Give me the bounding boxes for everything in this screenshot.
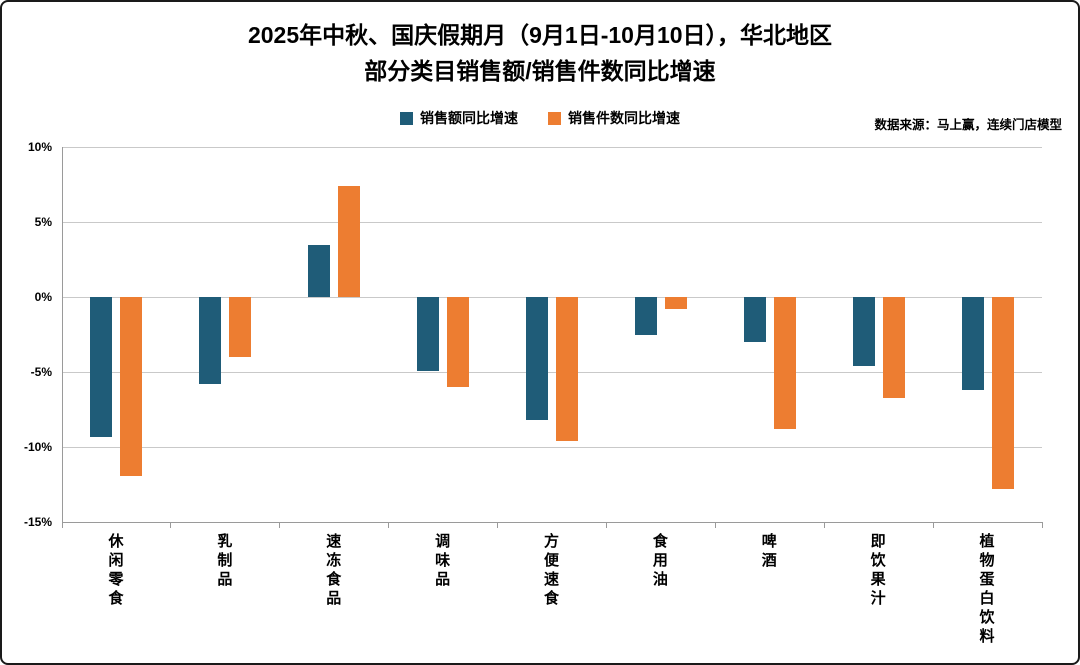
legend-swatch-sales-amount-icon bbox=[400, 111, 413, 125]
category-label-6: 啤酒 bbox=[759, 533, 777, 571]
bar-sales-amount-1 bbox=[199, 297, 222, 384]
data-source-note: 数据来源：马上赢，连续门店模型 bbox=[874, 118, 1062, 132]
category-label-8: 植物蛋白饮料 bbox=[977, 533, 995, 647]
x-axis-tick bbox=[61, 522, 63, 528]
bar-sales-count-8 bbox=[991, 297, 1014, 489]
x-axis-tick bbox=[932, 522, 934, 528]
y-axis-tick-label: -10% bbox=[23, 440, 52, 454]
bar-sales-amount-7 bbox=[852, 297, 875, 366]
category-label-0: 休闲零食 bbox=[106, 533, 124, 609]
bar-sales-count-3 bbox=[447, 297, 470, 387]
y-axis-tick-label: 10% bbox=[27, 140, 52, 154]
bar-sales-count-0 bbox=[120, 297, 143, 476]
legend-label-sales-count: 销售件数同比增速 bbox=[568, 110, 680, 126]
bar-sales-count-7 bbox=[882, 297, 905, 398]
y-axis-tick-label: -5% bbox=[30, 365, 52, 379]
bar-sales-count-1 bbox=[229, 297, 252, 357]
bar-sales-count-2 bbox=[338, 186, 361, 297]
y-axis-tick-label: -15% bbox=[23, 515, 52, 529]
legend-item-sales-count: 销售件数同比增速 bbox=[548, 108, 680, 128]
bar-sales-amount-2 bbox=[308, 244, 331, 297]
bar-sales-count-5 bbox=[664, 297, 687, 309]
bar-sales-amount-4 bbox=[526, 297, 548, 420]
gridline bbox=[62, 222, 1042, 223]
bar-sales-amount-5 bbox=[634, 297, 657, 335]
legend-swatch-sales-count-icon bbox=[548, 111, 561, 125]
x-axis-tick bbox=[279, 522, 281, 528]
bar-sales-amount-3 bbox=[417, 297, 440, 371]
category-label-3: 调味品 bbox=[433, 533, 451, 590]
category-label-7: 即饮果汁 bbox=[868, 533, 886, 609]
gridline bbox=[62, 147, 1042, 148]
y-axis-labels: 10% 5% 0% -5% -10% -15% bbox=[2, 140, 54, 529]
gridline bbox=[62, 372, 1042, 373]
x-axis-tick bbox=[1041, 522, 1043, 528]
chart-legend: 销售额同比增速 销售件数同比增速 bbox=[2, 108, 1078, 128]
x-axis-tick bbox=[605, 522, 607, 528]
bar-sales-count-4 bbox=[556, 297, 578, 441]
x-axis-tick bbox=[823, 522, 825, 528]
chart-title-line2: 部分类目销售额/销售件数同比增速 bbox=[364, 57, 716, 84]
x-axis-line bbox=[62, 522, 1042, 523]
y-axis-tick-label: 0% bbox=[34, 290, 52, 304]
x-axis-tick bbox=[714, 522, 716, 528]
bar-sales-amount-6 bbox=[743, 297, 766, 342]
y-axis-tick-label: 5% bbox=[34, 215, 52, 229]
x-axis-category-labels: 休闲零食 乳制品 速冻食品 调味品 方便速食 食用油 啤酒 即饮果汁 植物蛋白饮料 bbox=[62, 533, 1042, 663]
bar-sales-amount-8 bbox=[961, 297, 984, 390]
legend-item-sales-amount: 销售额同比增速 bbox=[400, 108, 518, 128]
plot-area bbox=[61, 147, 1043, 528]
y-axis-line bbox=[62, 147, 63, 522]
chart-title: 2025年中秋、国庆假期月（9月1日-10月10日），华北地区 部分类目销售额/… bbox=[2, 18, 1078, 89]
gridline bbox=[62, 297, 1042, 298]
x-axis-tick bbox=[170, 522, 172, 528]
chart-title-line1: 2025年中秋、国庆假期月（9月1日-10月10日），华北地区 bbox=[247, 22, 833, 48]
category-label-5: 食用油 bbox=[650, 533, 668, 590]
legend-label-sales-amount: 销售额同比增速 bbox=[420, 110, 518, 126]
x-axis-tick bbox=[497, 522, 499, 528]
category-label-1: 乳制品 bbox=[215, 533, 233, 590]
x-axis-tick bbox=[388, 522, 390, 528]
category-label-4: 方便速食 bbox=[542, 533, 559, 609]
gridline bbox=[62, 447, 1042, 448]
category-label-2: 速冻食品 bbox=[324, 533, 342, 609]
bar-sales-amount-0 bbox=[90, 297, 113, 437]
bar-sales-count-6 bbox=[773, 297, 796, 429]
